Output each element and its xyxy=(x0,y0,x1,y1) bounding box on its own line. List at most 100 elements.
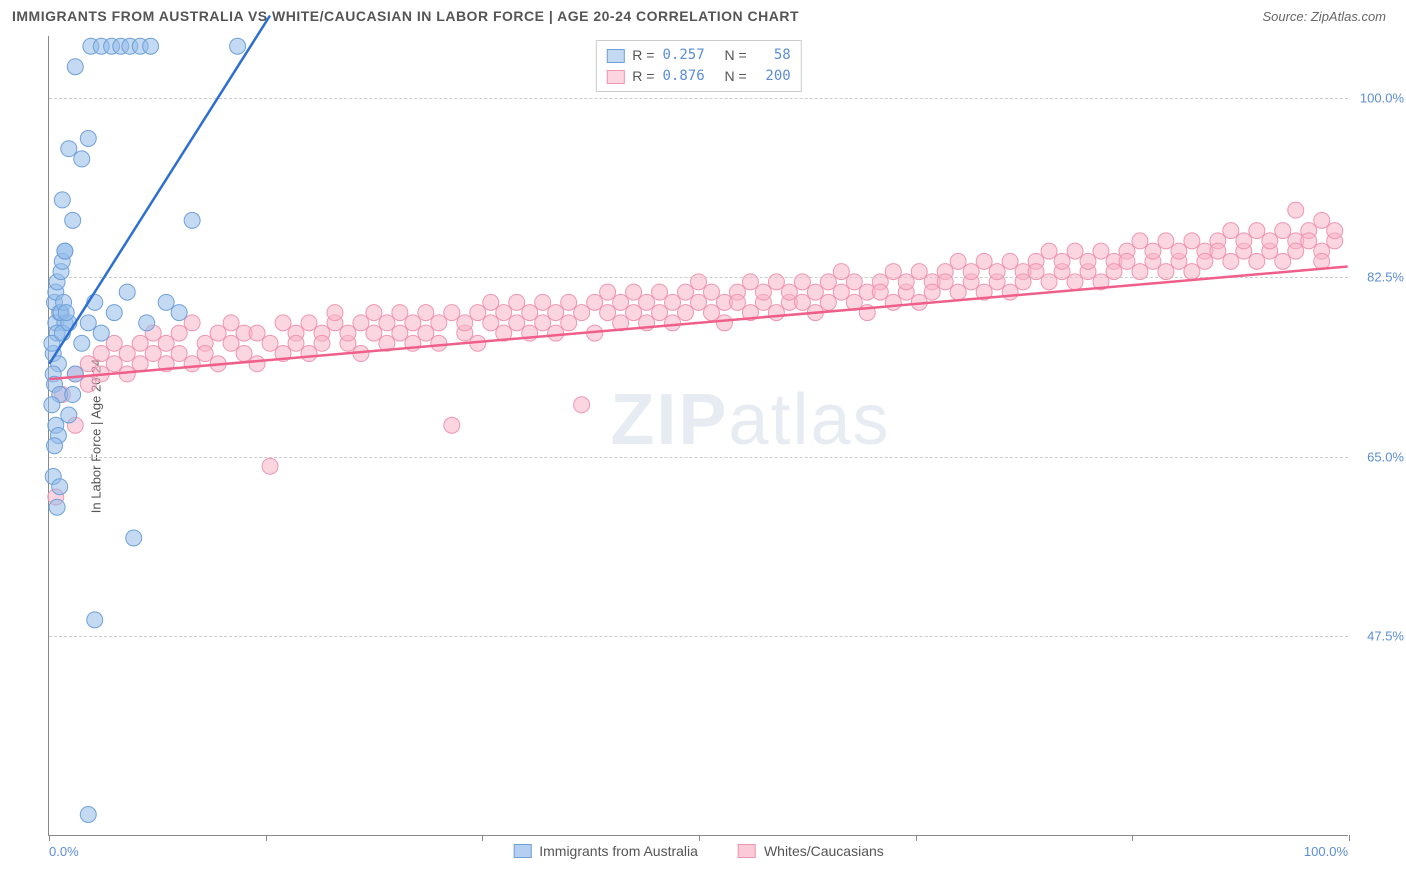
data-point xyxy=(1002,253,1018,269)
data-point xyxy=(444,417,460,433)
data-point xyxy=(600,284,616,300)
legend-swatch-pink xyxy=(606,70,624,84)
data-point xyxy=(1158,233,1174,249)
data-point xyxy=(1223,253,1239,269)
chart-title: IMMIGRANTS FROM AUSTRALIA VS WHITE/CAUCA… xyxy=(12,8,799,24)
legend-item-blue: Immigrants from Australia xyxy=(513,843,698,859)
chart-header: IMMIGRANTS FROM AUSTRALIA VS WHITE/CAUCA… xyxy=(0,0,1406,28)
data-point xyxy=(366,325,382,341)
legend-swatch-icon xyxy=(513,844,531,858)
data-point xyxy=(833,284,849,300)
data-point xyxy=(1275,223,1291,239)
y-tick-label: 47.5% xyxy=(1367,629,1404,644)
data-point xyxy=(976,253,992,269)
data-point xyxy=(457,315,473,331)
data-point xyxy=(652,284,668,300)
data-point xyxy=(80,315,96,331)
data-point xyxy=(1327,223,1343,239)
data-point xyxy=(535,294,551,310)
data-point xyxy=(275,315,291,331)
legend-n-blue: 58 xyxy=(755,45,791,66)
data-point xyxy=(950,253,966,269)
data-point xyxy=(418,305,434,321)
data-point xyxy=(80,376,96,392)
data-point xyxy=(885,294,901,310)
data-point xyxy=(574,305,590,321)
data-point xyxy=(794,274,810,290)
data-point xyxy=(1249,223,1265,239)
data-point xyxy=(561,315,577,331)
y-tick-label: 100.0% xyxy=(1360,90,1404,105)
x-tick xyxy=(916,835,917,841)
y-tick-label: 82.5% xyxy=(1367,270,1404,285)
correlation-legend: R = 0.257 N = 58 R = 0.876 N = 200 xyxy=(595,40,801,92)
data-point xyxy=(742,274,758,290)
data-point xyxy=(392,305,408,321)
data-point xyxy=(755,284,771,300)
data-point xyxy=(898,274,914,290)
data-point xyxy=(145,346,161,362)
data-point xyxy=(262,335,278,351)
data-point xyxy=(1262,233,1278,249)
legend-row-blue: R = 0.257 N = 58 xyxy=(606,45,790,66)
data-point xyxy=(1119,253,1135,269)
data-point xyxy=(561,294,577,310)
data-point xyxy=(74,335,90,351)
data-point xyxy=(574,397,590,413)
data-point xyxy=(249,356,265,372)
data-point xyxy=(184,212,200,228)
data-point xyxy=(106,335,122,351)
data-point xyxy=(1015,274,1031,290)
data-point xyxy=(470,305,486,321)
data-point xyxy=(872,284,888,300)
data-point xyxy=(833,264,849,280)
legend-swatch-blue xyxy=(606,49,624,63)
x-tick xyxy=(482,835,483,841)
data-point xyxy=(781,284,797,300)
data-point xyxy=(65,212,81,228)
data-point xyxy=(87,612,103,628)
data-point xyxy=(885,264,901,280)
data-point xyxy=(52,479,68,495)
data-point xyxy=(600,305,616,321)
data-point xyxy=(67,59,83,75)
data-point xyxy=(49,499,65,515)
data-point xyxy=(937,274,953,290)
data-point xyxy=(431,315,447,331)
data-point xyxy=(126,530,142,546)
x-axis-min-label: 0.0% xyxy=(49,844,79,859)
data-point xyxy=(807,284,823,300)
data-point xyxy=(327,305,343,321)
data-point xyxy=(184,315,200,331)
data-point xyxy=(1054,253,1070,269)
data-point xyxy=(1288,243,1304,259)
data-point xyxy=(1158,264,1174,280)
data-point xyxy=(820,294,836,310)
data-point xyxy=(171,305,187,321)
data-point xyxy=(119,346,135,362)
legend-item-pink: Whites/Caucasians xyxy=(738,843,884,859)
data-point xyxy=(301,346,317,362)
data-point xyxy=(405,315,421,331)
series-legend: Immigrants from Australia Whites/Caucasi… xyxy=(513,843,884,859)
legend-label-pink: Whites/Caucasians xyxy=(764,843,884,859)
data-point xyxy=(143,38,159,54)
data-point xyxy=(1093,243,1109,259)
data-point xyxy=(665,294,681,310)
chart-plot-area: In Labor Force | Age 20-24 47.5%65.0%82.… xyxy=(48,36,1348,836)
data-point xyxy=(1184,233,1200,249)
data-point xyxy=(1184,264,1200,280)
data-point xyxy=(132,356,148,372)
data-point xyxy=(223,335,239,351)
data-point xyxy=(989,264,1005,280)
data-point xyxy=(184,356,200,372)
data-point xyxy=(314,335,330,351)
data-point xyxy=(54,192,70,208)
data-point xyxy=(1132,264,1148,280)
data-point xyxy=(119,284,135,300)
data-point xyxy=(768,305,784,321)
data-point xyxy=(379,315,395,331)
data-point xyxy=(1197,253,1213,269)
chart-source: Source: ZipAtlas.com xyxy=(1262,9,1386,24)
data-point xyxy=(924,284,940,300)
